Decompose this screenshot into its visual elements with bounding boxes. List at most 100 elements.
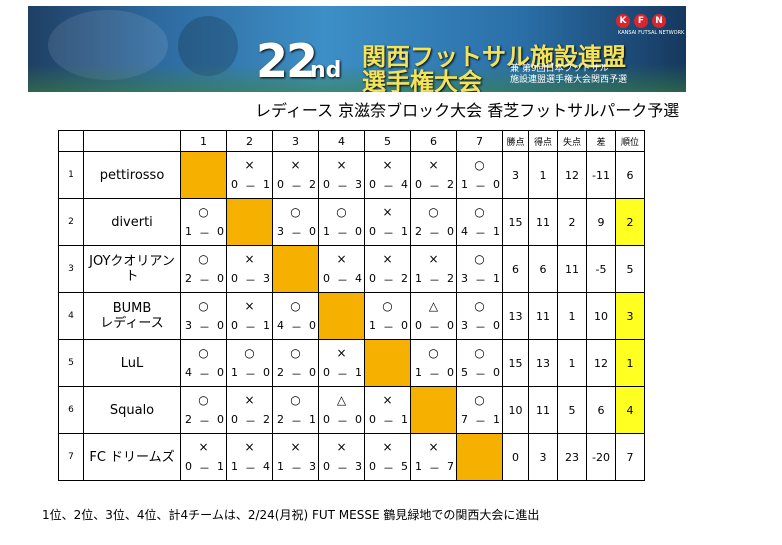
table-row: 3 JOYクオリアント ○ 2 － 0 × 0 － 3 × 0 － 4 × 0 － 2 × 1 － 2 ○ 3 － 1 6 6 11 -5…	[58, 245, 645, 293]
team-name-line: BUMB	[112, 301, 152, 316]
match-score: 1 － 0	[323, 225, 362, 241]
score-away: 1	[493, 413, 500, 426]
header-col-7: 7	[456, 130, 503, 152]
match-score: 0 － 5	[369, 460, 408, 476]
score-away: 2	[447, 272, 454, 285]
score-home: 5	[461, 366, 468, 379]
score-dash: －	[291, 227, 302, 240]
self-match-cell	[226, 198, 273, 246]
score-dash: －	[199, 274, 210, 287]
score-away: 3	[355, 178, 362, 191]
result-symbol: ×	[382, 205, 393, 219]
goals-for-value: 3	[528, 433, 558, 481]
goals-for-value: 11	[528, 292, 558, 340]
score-dash: －	[383, 321, 394, 334]
score-home: 0	[185, 460, 192, 473]
goal-diff-value: 10	[586, 292, 616, 340]
banner-title-line1: 関西フットサル施設連盟	[362, 43, 626, 71]
team-name-line: diverti	[111, 214, 153, 230]
result-symbol: ×	[244, 440, 255, 454]
score-home: 1	[231, 460, 238, 473]
match-score: 0 － 1	[369, 225, 408, 241]
match-result-cell: × 0 － 1	[364, 198, 411, 246]
score-away: 1	[493, 225, 500, 238]
rank-value: 1	[615, 339, 645, 387]
score-dash: －	[475, 227, 486, 240]
goals-against-value: 23	[557, 433, 587, 481]
score-away: 0	[263, 366, 270, 379]
score-away: 3	[309, 460, 316, 473]
match-score: 0 － 1	[231, 178, 270, 194]
result-symbol: ○	[382, 299, 393, 313]
result-symbol: ○	[290, 205, 301, 219]
match-result-cell: × 1 － 7	[410, 433, 457, 481]
match-result-cell: △ 0 － 0	[318, 386, 365, 434]
score-dash: －	[245, 274, 256, 287]
match-result-cell: × 1 － 2	[410, 245, 457, 293]
header-col-4: 4	[318, 130, 365, 152]
match-score: 0 － 1	[231, 319, 270, 335]
goal-diff-value: 6	[586, 386, 616, 434]
team-name-line: ト	[125, 269, 139, 284]
goal-diff-value: -11	[586, 151, 616, 199]
match-result-cell: △ 0 － 0	[410, 292, 457, 340]
kfn-logo: K F N KANSAI FUTSAL NETWORK	[612, 10, 684, 38]
match-score: 2 － 0	[277, 366, 316, 382]
score-away: 7	[447, 460, 454, 473]
result-symbol: △	[336, 393, 347, 407]
row-number: 1	[58, 151, 84, 199]
score-home: 0	[231, 272, 238, 285]
score-dash: －	[383, 180, 394, 193]
score-away: 2	[447, 178, 454, 191]
goal-diff-value: 12	[586, 339, 616, 387]
match-score: 0 － 4	[323, 272, 362, 288]
score-dash: －	[199, 368, 210, 381]
header-col-5: 5	[364, 130, 411, 152]
score-away: 0	[447, 366, 454, 379]
match-score: 0 － 2	[231, 413, 270, 429]
result-symbol: ×	[290, 158, 301, 172]
score-home: 3	[461, 272, 468, 285]
goals-against-value: 5	[557, 386, 587, 434]
result-symbol: ×	[382, 158, 393, 172]
match-result-cell: × 1 － 3	[272, 433, 319, 481]
header-goals-for: 得点	[528, 130, 558, 152]
match-score: 2 － 0	[415, 225, 454, 241]
score-away: 0	[217, 272, 224, 285]
score-dash: －	[245, 415, 256, 428]
score-away: 0	[493, 319, 500, 332]
result-symbol: ○	[198, 299, 209, 313]
match-score: 1 － 3	[277, 460, 316, 476]
score-home: 0	[231, 319, 238, 332]
score-dash: －	[429, 462, 440, 475]
team-name: Squalo	[83, 386, 181, 434]
table-row: 7 FC ドリームズ × 0 － 1 × 1 － 4 × 1 － 3 × 0 － 3 × 0 － 5 × 1 － 7 0 3 23 -20…	[58, 433, 645, 481]
result-symbol: ×	[290, 440, 301, 454]
score-dash: －	[199, 415, 210, 428]
result-symbol: ○	[474, 205, 485, 219]
result-symbol: ○	[244, 346, 255, 360]
team-name: FC ドリームズ	[83, 433, 181, 481]
match-result-cell: ○ 2 － 0	[180, 386, 227, 434]
match-score: 1 － 7	[415, 460, 454, 476]
score-home: 2	[277, 413, 284, 426]
points-value: 3	[502, 151, 529, 199]
rank-value: 3	[615, 292, 645, 340]
result-symbol: ×	[244, 393, 255, 407]
score-home: 1	[323, 225, 330, 238]
score-away: 5	[401, 460, 408, 473]
self-match-cell	[456, 433, 503, 481]
points-value: 10	[502, 386, 529, 434]
score-away: 0	[309, 366, 316, 379]
score-dash: －	[383, 462, 394, 475]
result-symbol: ×	[336, 252, 347, 266]
score-home: 1	[415, 272, 422, 285]
match-score: 0 － 2	[369, 272, 408, 288]
match-result-cell: × 0 － 2	[364, 245, 411, 293]
row-number: 4	[58, 292, 84, 340]
result-symbol: ○	[290, 393, 301, 407]
match-score: 0 － 1	[369, 413, 408, 429]
row-number: 6	[58, 386, 84, 434]
team-name-line: FC ドリームズ	[89, 449, 175, 465]
score-dash: －	[337, 274, 348, 287]
